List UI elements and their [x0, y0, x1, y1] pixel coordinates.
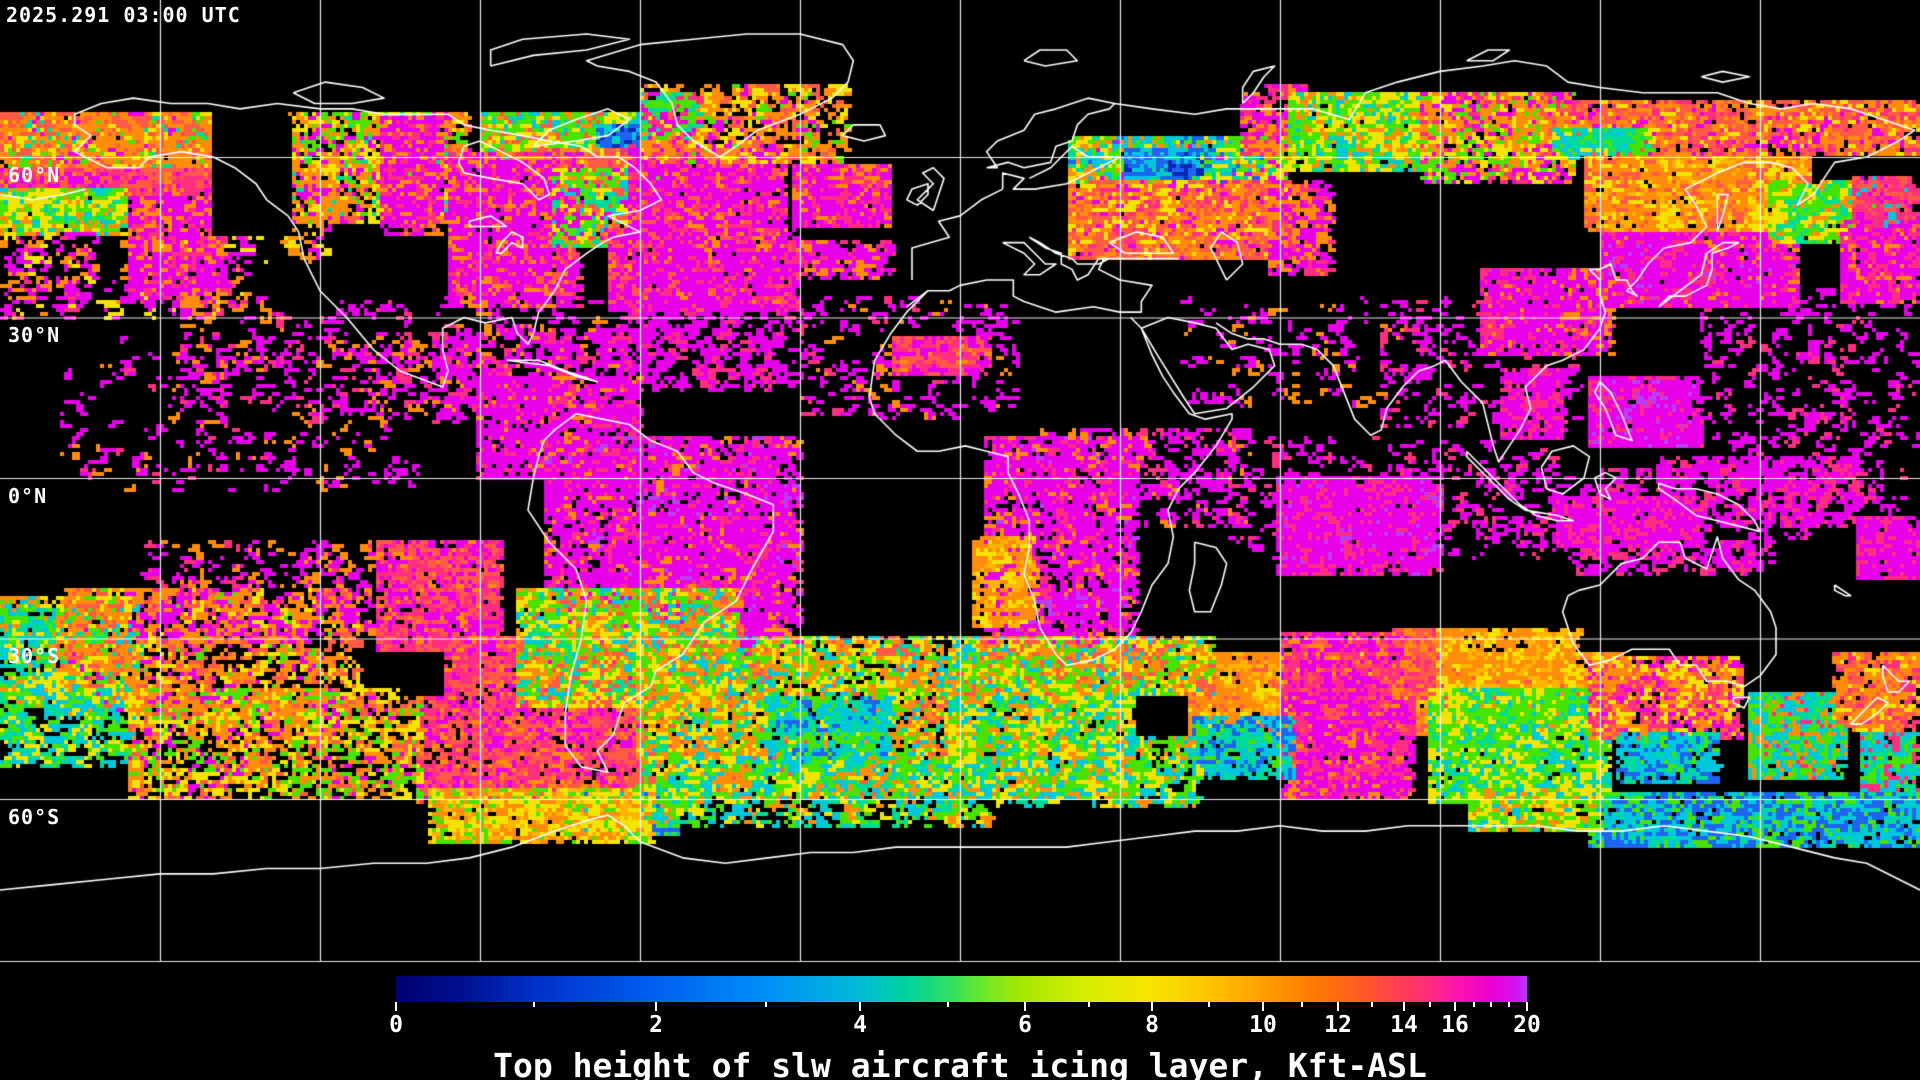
colorbar-tick: [859, 1002, 861, 1011]
colorbar-tick-label: 8: [1145, 1012, 1159, 1038]
colorbar-tick-label: 20: [1513, 1012, 1541, 1038]
colorbar-tick-label: 6: [1018, 1012, 1032, 1038]
lat-label-0n: 0°N: [8, 484, 48, 508]
colorbar-tick: [395, 1002, 397, 1011]
colorbar-tick: [1151, 1002, 1153, 1011]
colorbar-tick-label: 12: [1324, 1012, 1352, 1038]
colorbar-tick-label: 0: [389, 1012, 403, 1038]
colorbar-tick: [1262, 1002, 1264, 1011]
colorbar-tick: [1508, 1002, 1510, 1007]
colorbar-tick: [1208, 1002, 1210, 1007]
colorbar-tick: [1301, 1002, 1303, 1007]
colorbar-tick: [1454, 1002, 1456, 1011]
colorbar-tick: [1371, 1002, 1373, 1007]
colorbar-tick-label: 14: [1390, 1012, 1418, 1038]
colorbar-tick-label: 10: [1249, 1012, 1277, 1038]
colorbar-caption: Top height of slw aircraft icing layer, …: [493, 1046, 1427, 1080]
colorbar-tick: [1337, 1002, 1339, 1011]
colorbar-tick: [655, 1002, 657, 1011]
colorbar-tick: [1088, 1002, 1090, 1007]
colorbar-tick: [1024, 1002, 1026, 1011]
timestamp-label: 2025.291 03:00 UTC: [6, 3, 241, 27]
world-map-canvas: [0, 0, 1920, 985]
colorbar-tick: [947, 1002, 949, 1007]
colorbar-tick-label: 16: [1441, 1012, 1469, 1038]
colorbar-tick: [1429, 1002, 1431, 1007]
colorbar-tick: [1526, 1002, 1528, 1011]
colorbar-tick: [1403, 1002, 1405, 1011]
colorbar: 0 2 4 6 8 10 12 14 16 20: [389, 976, 1541, 1046]
colorbar-tick-label: 2: [649, 1012, 663, 1038]
colorbar-gradient: [396, 976, 1527, 1002]
lat-label-60s: 60°S: [8, 805, 61, 829]
lat-label-60n: 60°N: [8, 163, 61, 187]
colorbar-tick: [1473, 1002, 1475, 1007]
colorbar-tick: [1490, 1002, 1492, 1007]
colorbar-tick-label: 4: [853, 1012, 867, 1038]
lat-label-30s: 30°S: [8, 644, 61, 668]
colorbar-tick: [533, 1002, 535, 1007]
colorbar-tick: [765, 1002, 767, 1007]
lat-label-30n: 30°N: [8, 323, 61, 347]
